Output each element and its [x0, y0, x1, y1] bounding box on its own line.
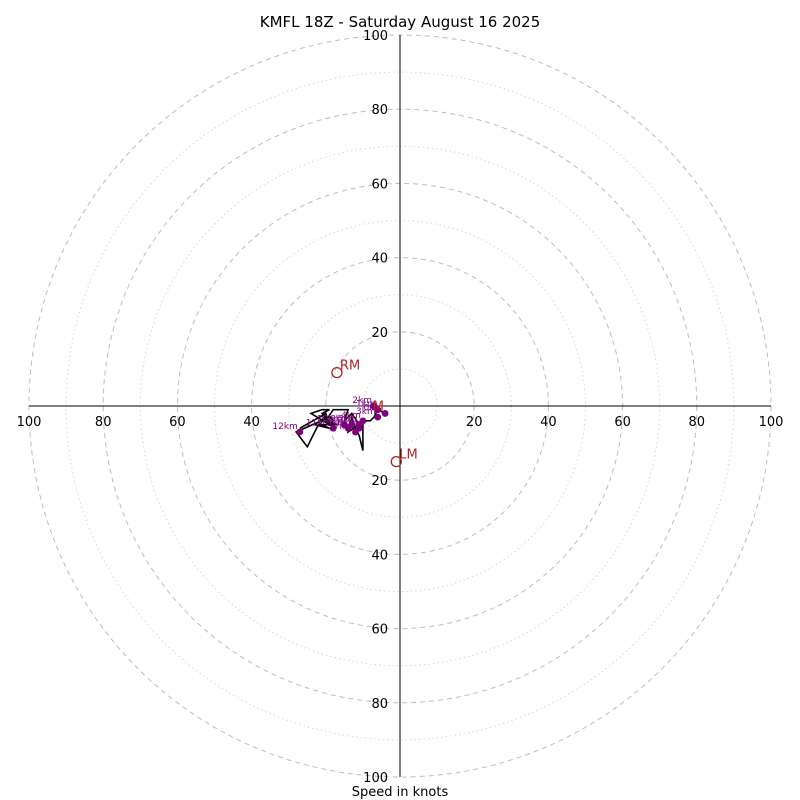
storm-motion-layer: RM LM M [331, 359, 418, 468]
height-point-label: 3km [356, 407, 376, 417]
height-point [340, 421, 348, 428]
height-point-label: 4km [341, 411, 361, 421]
height-point [374, 413, 382, 421]
x-tick-label: 40 [540, 415, 557, 430]
height-point-label: 8km [330, 415, 350, 425]
storm-motion-marker [331, 366, 343, 379]
height-point [370, 402, 378, 410]
height-point [296, 428, 304, 436]
height-point [329, 424, 337, 432]
storm-motion-label: M [373, 400, 384, 415]
x-tick-label: 60 [169, 415, 186, 430]
height-point-label: 5km [337, 415, 357, 425]
tick-labels: 100 80 60 40 20 20 40 60 80 100100806040202040608… [17, 29, 784, 786]
height-points-layer: 0km1km2km3km4km5km6km7km8km9km10km11km12… [272, 396, 389, 436]
height-point-label: 12km [272, 422, 297, 432]
x-tick-label: 60 [614, 415, 631, 430]
x-tick-label: 100 [759, 415, 784, 430]
storm-motion-label: RM [340, 359, 360, 374]
height-point-label: 11km [306, 418, 331, 428]
y-tick-label: 20 [371, 326, 388, 341]
y-tick-label: 40 [371, 548, 388, 563]
y-tick-label: 80 [371, 103, 388, 118]
height-point-label: 10km [317, 415, 342, 425]
hodograph-trace [294, 408, 386, 451]
x-axis-label: Speed in knots [352, 785, 449, 800]
height-point [352, 428, 359, 436]
y-tick-label: 60 [371, 177, 388, 192]
storm-motion-marker [390, 455, 402, 468]
height-point-label: 9km [326, 418, 346, 428]
x-tick-label: 20 [466, 415, 483, 430]
x-tick-label: 80 [95, 415, 112, 430]
hodograph-trace-layer [294, 408, 386, 451]
y-tick-label: 100 [363, 771, 388, 786]
height-point-label: 1km [356, 400, 376, 410]
axes [29, 35, 771, 777]
y-tick-label: 20 [371, 474, 388, 489]
y-tick-label: 60 [371, 623, 388, 638]
y-tick-label: 40 [371, 252, 388, 267]
chart-title: KMFL 18Z - Saturday August 16 2025 [260, 13, 541, 31]
height-point [381, 410, 389, 417]
height-point-label: 2km [352, 396, 372, 406]
y-tick-label: 80 [371, 697, 388, 712]
storm-motion-label: LM [399, 448, 417, 463]
x-tick-label: 100 [17, 415, 42, 430]
y-tick-label: 100 [363, 29, 388, 44]
x-tick-label: 80 [689, 415, 706, 430]
x-tick-label: 40 [243, 415, 260, 430]
